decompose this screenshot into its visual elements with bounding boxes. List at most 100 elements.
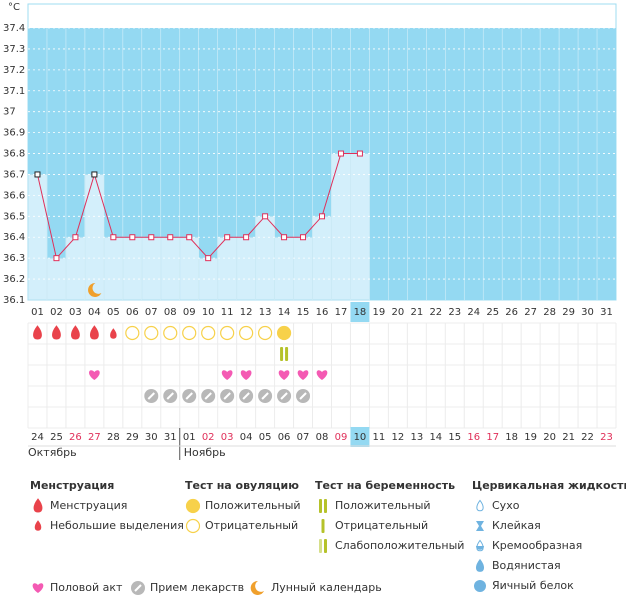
- date-label: 07: [297, 432, 310, 443]
- legend-title: Тест на овуляцию: [185, 479, 299, 492]
- ovulation-negative-icon: [201, 325, 216, 341]
- x-tick-label: 11: [221, 307, 234, 318]
- point: [167, 234, 174, 241]
- menstruation-icon: [52, 325, 61, 340]
- ovulation-positive-icon: [276, 325, 292, 341]
- intercourse-icon: [297, 370, 309, 380]
- point: [34, 171, 41, 178]
- x-tick-label: 17: [335, 307, 348, 318]
- date-label: 02: [202, 432, 215, 443]
- point: [205, 255, 212, 262]
- x-tick-label: 29: [562, 307, 575, 318]
- date-label: 10: [354, 432, 367, 443]
- y-tick-label: 36.6: [3, 190, 25, 201]
- date-label: 29: [126, 432, 139, 443]
- legend-icon: [185, 498, 201, 514]
- date-label: 11: [373, 432, 386, 443]
- legend-item: Менструация: [50, 499, 127, 512]
- legend-item: Яичный белок: [492, 579, 574, 592]
- x-tick-label: 14: [278, 307, 291, 318]
- temperature-line: [36, 153, 360, 260]
- bar: [65, 236, 86, 301]
- date-label: 06: [278, 432, 291, 443]
- point: [356, 150, 363, 157]
- medication-icon-mark: [280, 392, 288, 400]
- x-tick-label: 12: [240, 307, 253, 318]
- legend-item: Водянистая: [492, 559, 561, 572]
- bar: [236, 236, 257, 301]
- point: [186, 234, 193, 241]
- menstruation-icon: [89, 325, 99, 340]
- date-label: 23: [600, 432, 613, 443]
- legend-icon: [32, 583, 44, 593]
- legend-icon: [319, 499, 322, 513]
- date-label: 24: [31, 432, 44, 443]
- date-label: 27: [88, 432, 101, 443]
- intercourse-icon: [221, 370, 233, 380]
- date-label: 14: [429, 432, 442, 443]
- legend-item: Положительный: [205, 499, 301, 512]
- x-tick-label: 10: [202, 307, 215, 318]
- legend-item: Прием лекарств: [150, 581, 244, 594]
- x-tick-label: 22: [429, 307, 442, 318]
- y-tick-label: 37.1: [3, 86, 25, 97]
- x-tick-label: 31: [600, 307, 613, 318]
- month-label: Октябрь: [28, 446, 77, 459]
- x-tick-label: 26: [505, 307, 518, 318]
- date-highlight: [350, 427, 370, 447]
- date-label: 12: [392, 432, 405, 443]
- bar: [350, 153, 370, 301]
- x-tick-label: 03: [69, 307, 82, 318]
- legend-icon: [185, 518, 201, 534]
- legend-item: Кремообразная: [492, 539, 582, 552]
- point: [53, 255, 60, 262]
- legend-item: Отрицательный: [335, 519, 428, 532]
- y-tick-label: 36.9: [3, 128, 25, 139]
- legend-icon-mark: [134, 584, 142, 592]
- legend-item: Небольшие выделения: [50, 519, 184, 532]
- medication-icon-mark: [242, 392, 250, 400]
- legend-title: Тест на беременность: [315, 479, 455, 492]
- spotting-icon: [110, 328, 117, 339]
- date-label: 08: [316, 432, 329, 443]
- legend-icon: [319, 539, 322, 553]
- date-label: 31: [164, 432, 177, 443]
- legend-icon: [324, 499, 327, 513]
- x-tick-label: 27: [524, 307, 537, 318]
- bar: [103, 236, 124, 301]
- y-tick-label: 36.7: [3, 169, 25, 180]
- pregnancy-test-icon: [280, 347, 284, 361]
- legend-icon: [474, 580, 486, 592]
- y-tick-label: 36.8: [3, 149, 25, 160]
- date-label: 18: [505, 432, 518, 443]
- date-label: 09: [335, 432, 348, 443]
- x-tick-label: 02: [50, 307, 63, 318]
- menstruation-icon: [70, 325, 80, 340]
- ovulation-negative-icon: [220, 325, 235, 341]
- date-label: 20: [543, 432, 556, 443]
- y-tick-label: 36.2: [3, 274, 25, 285]
- x-tick-label: 07: [145, 307, 158, 318]
- legend-item: Половой акт: [50, 581, 123, 594]
- moon-icon: [88, 282, 102, 297]
- date-label: 26: [69, 432, 82, 443]
- medication-icon-mark: [166, 392, 174, 400]
- ovulation-negative-icon: [239, 325, 254, 341]
- bar: [141, 236, 162, 301]
- menstruation-icon: [33, 325, 42, 340]
- date-label: 15: [448, 432, 461, 443]
- x-tick-label: 09: [183, 307, 196, 318]
- legend-item: Слабоположительный: [335, 539, 464, 552]
- date-label: 22: [581, 432, 594, 443]
- legend-icon: [475, 558, 485, 572]
- x-tick-label: 28: [543, 307, 556, 318]
- pregnancy-test-icon: [285, 347, 289, 361]
- point: [319, 213, 325, 220]
- bar: [274, 236, 294, 301]
- legend-icon: [476, 521, 484, 531]
- point: [300, 234, 307, 241]
- x-tick-label: 05: [107, 307, 120, 318]
- point: [262, 213, 269, 220]
- medication-icon-mark: [299, 392, 307, 400]
- moon-icon: [250, 580, 264, 595]
